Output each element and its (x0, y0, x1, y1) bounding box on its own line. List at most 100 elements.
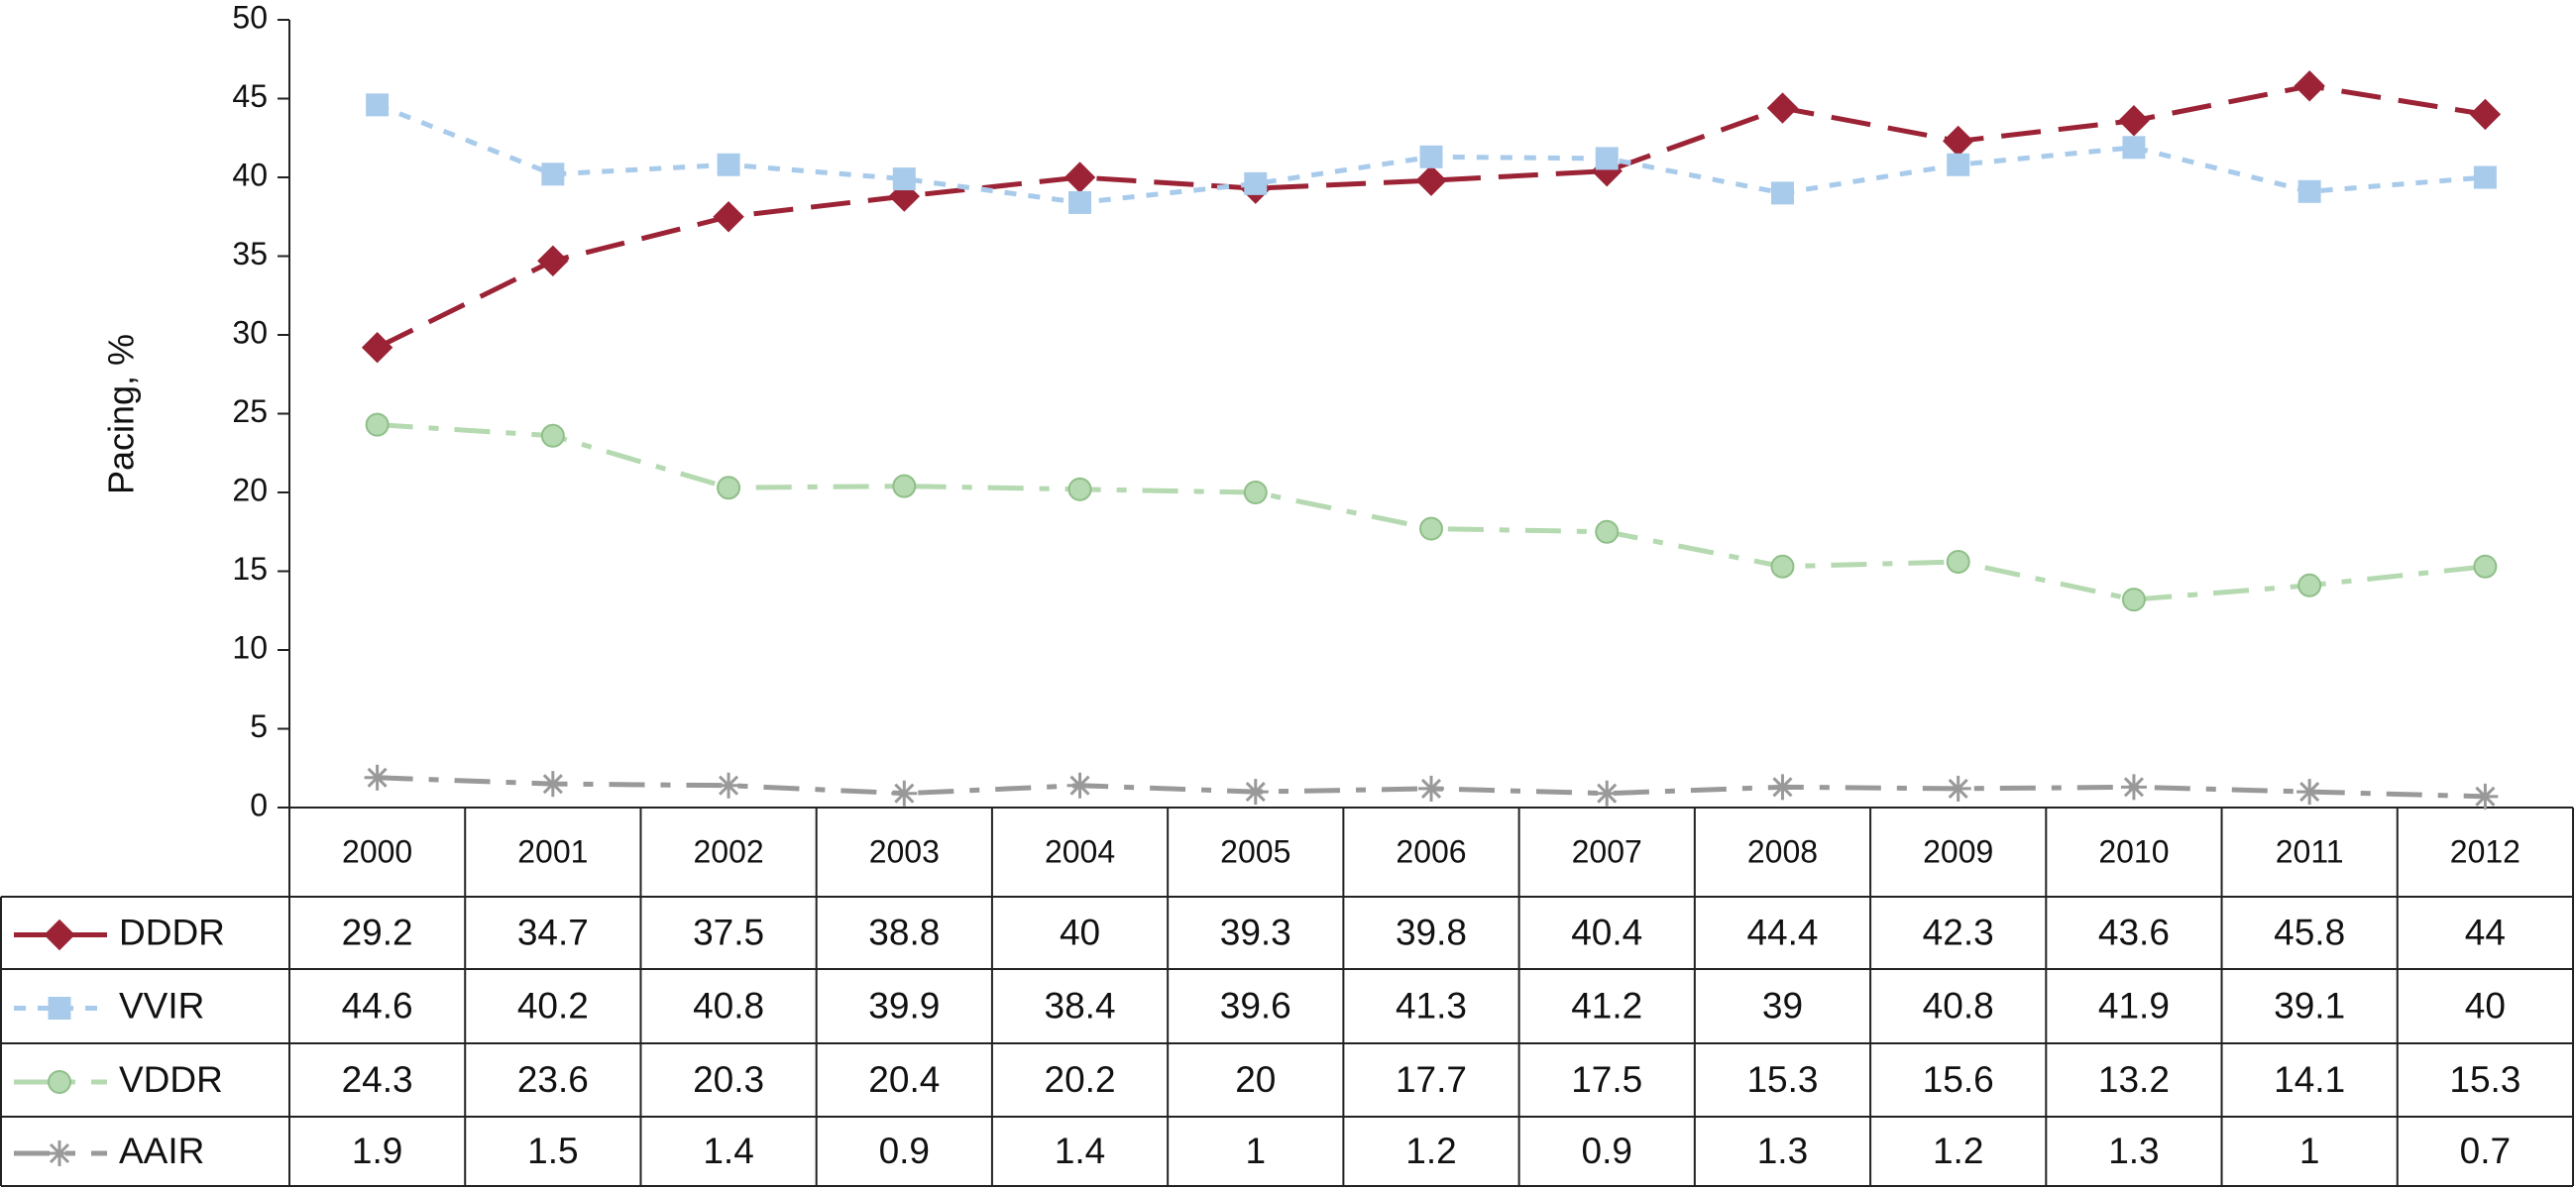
table-cell: 1 (2299, 1131, 2320, 1171)
data-point (2296, 779, 2323, 806)
x-tick-label: 2002 (693, 833, 763, 869)
x-tick-label: 2000 (342, 833, 412, 869)
table-cell: 20.3 (693, 1059, 764, 1100)
legend-label: VVIR (119, 985, 204, 1026)
x-tick-label: 2010 (2098, 833, 2169, 869)
table-cell: 40 (1060, 912, 1100, 952)
data-point (1244, 171, 1268, 195)
x-tick-label: 2011 (2276, 833, 2344, 869)
table-cell: 39.3 (1220, 912, 1291, 952)
table-cell: 17.5 (1571, 1059, 1642, 1100)
y-tick-label: 5 (250, 708, 268, 744)
y-axis-title: Pacing, % (101, 334, 142, 494)
y-tick-label: 15 (232, 551, 268, 587)
table-cell: 1.5 (527, 1131, 578, 1171)
data-point (1068, 190, 1092, 214)
data-point (1769, 774, 1796, 801)
x-tick-label: 2006 (1396, 833, 1466, 869)
series-line (377, 422, 2486, 602)
star-stroke (719, 775, 739, 796)
table-cell: 15.3 (1746, 1059, 1818, 1100)
data-point (1067, 477, 1092, 501)
data-point (537, 245, 569, 276)
table-cell: 20.4 (868, 1059, 940, 1100)
table-cell: 1.3 (1757, 1131, 1808, 1171)
star-stroke (894, 783, 915, 804)
table-cell: 29.2 (342, 912, 413, 952)
data-point (541, 162, 565, 186)
data-point (2294, 70, 2325, 102)
star-stroke (2299, 782, 2320, 803)
data-point (2473, 554, 2498, 579)
data-point (539, 771, 566, 798)
star-stroke (1245, 782, 1266, 803)
table-cell: 20 (1235, 1059, 1276, 1100)
table-cell: 14.1 (2274, 1059, 2345, 1100)
table-cell: 43.6 (2098, 912, 2170, 952)
table-cell: 23.6 (517, 1059, 589, 1100)
data-point (1419, 516, 1443, 541)
data-point (891, 780, 918, 807)
y-tick-label: 35 (232, 236, 268, 271)
data-point (1770, 554, 1795, 579)
table-cell: 34.7 (517, 912, 589, 952)
data-point (1243, 481, 1268, 504)
legend-label: DDDR (119, 912, 225, 952)
data-point (1595, 147, 1619, 170)
data-point (2118, 105, 2150, 137)
table-cell: 44.6 (342, 985, 413, 1026)
y-tick-label: 30 (232, 314, 268, 350)
legend-marker (44, 919, 75, 951)
table-cell: 17.7 (1396, 1059, 1467, 1100)
table-cell: 1.2 (1405, 1131, 1456, 1171)
table-cell: 39.6 (1220, 985, 1291, 1026)
series-line (376, 83, 2486, 350)
data-point (1766, 92, 1799, 124)
data-point (2122, 136, 2146, 160)
data-point (1947, 153, 1970, 176)
star-stroke (367, 767, 388, 788)
x-tick-label: 2005 (1220, 833, 1290, 869)
data-point (540, 423, 565, 448)
table-cell: 1.9 (352, 1131, 402, 1171)
table-cell: 20.2 (1045, 1059, 1116, 1100)
y-tick-label: 45 (232, 78, 268, 114)
table-cell: 38.4 (1045, 985, 1116, 1026)
data-point (1945, 775, 1971, 802)
x-tick-label: 2012 (2450, 833, 2520, 869)
table-cell: 13.2 (2098, 1059, 2170, 1100)
table-cell: 42.3 (1923, 912, 1994, 952)
data-point (1419, 145, 1443, 168)
table-cell: 38.8 (868, 912, 940, 952)
legend-marker (47, 1140, 72, 1166)
star-stroke (2475, 786, 2496, 807)
y-tick-label: 0 (250, 787, 268, 822)
data-point (2121, 588, 2146, 612)
table-cell: 0.7 (2460, 1131, 2511, 1171)
y-tick-label: 40 (232, 157, 268, 192)
star-stroke (1772, 777, 1793, 798)
table-cell: 44.4 (1746, 912, 1818, 952)
table-cell: 1 (1245, 1131, 1266, 1171)
table-cell: 39 (1762, 985, 1803, 1026)
y-tick-label: 10 (232, 629, 268, 665)
data-point (1066, 772, 1093, 799)
data-point (2473, 165, 2497, 189)
x-tick-label: 2001 (517, 833, 588, 869)
data-point (2297, 573, 2322, 597)
data-point (364, 764, 391, 791)
legend-label: VDDR (119, 1059, 223, 1100)
data-point (1418, 775, 1444, 802)
table-cell: 41.9 (2098, 985, 2170, 1026)
table-cell: 41.3 (1396, 985, 1467, 1026)
data-point (717, 476, 741, 500)
data-point (361, 332, 393, 364)
data-point (892, 167, 916, 191)
x-tick-label: 2007 (1572, 833, 1642, 869)
data-point (1595, 519, 1620, 544)
data-point (717, 153, 740, 176)
table-cell: 40 (2465, 985, 2506, 1026)
table-cell: 15.6 (1923, 1059, 1994, 1100)
